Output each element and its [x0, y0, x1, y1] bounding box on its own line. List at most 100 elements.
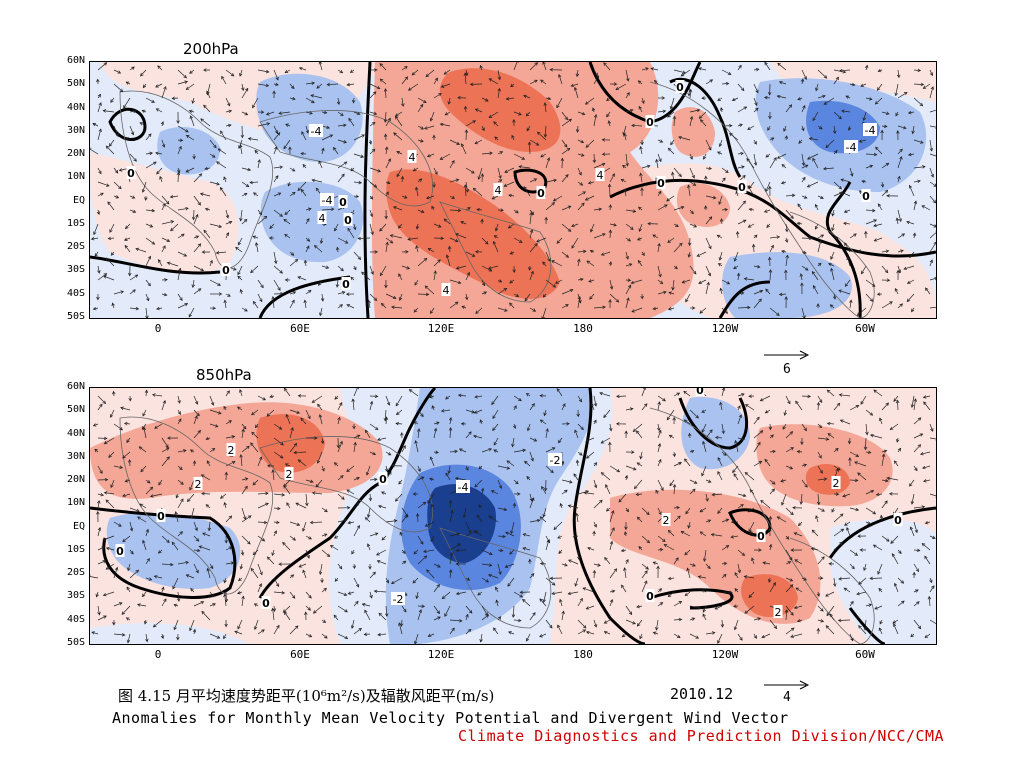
- wind-vector-head: [931, 585, 935, 589]
- wind-vector: [97, 615, 107, 621]
- contour-label: 2: [195, 478, 202, 491]
- wind-vector: [734, 251, 739, 262]
- wind-vector: [524, 293, 531, 302]
- wind-vector: [621, 179, 627, 183]
- wind-vector-head: [437, 616, 441, 620]
- wind-vector: [769, 450, 776, 453]
- wind-vector: [449, 417, 452, 425]
- wind-vector-head: [782, 426, 786, 430]
- x-tick-label: 60W: [855, 322, 875, 335]
- wind-vector-head: [625, 256, 629, 260]
- wind-vector: [369, 111, 377, 115]
- wind-vector: [385, 237, 394, 244]
- wind-vector-head: [510, 83, 514, 88]
- wind-vector: [113, 465, 123, 469]
- wind-vector: [688, 251, 691, 258]
- wind-vector-head: [461, 305, 466, 309]
- wind-vector: [129, 549, 134, 555]
- wind-vector-head: [474, 141, 479, 145]
- wind-vector: [492, 409, 499, 419]
- wind-vector-head: [176, 171, 181, 176]
- x-tick-label: 120E: [427, 322, 455, 335]
- wind-vector-head: [473, 410, 478, 414]
- wind-vector-head: [580, 426, 584, 431]
- wind-vector: [106, 547, 115, 551]
- wind-vector-head: [415, 512, 420, 517]
- wind-vector: [433, 616, 441, 621]
- wind-vector-head: [234, 630, 238, 634]
- wind-vector-head: [377, 437, 381, 442]
- wind-vector: [289, 443, 297, 453]
- wind-vector-head: [151, 241, 156, 245]
- wind-vector: [509, 549, 515, 555]
- y-tick-label: 20N: [66, 148, 85, 160]
- wind-vector: [129, 274, 138, 281]
- wind-vector: [817, 493, 820, 505]
- wind-vector-head: [122, 455, 126, 459]
- wind-vector: [241, 83, 244, 91]
- wind-vector: [924, 556, 931, 565]
- wind-vector-head: [427, 500, 431, 504]
- wind-vector: [497, 479, 502, 489]
- wind-vector-head: [794, 559, 799, 563]
- wind-vector-head: [361, 271, 365, 276]
- wind-vector-head: [284, 69, 289, 73]
- wind-vector-head: [223, 299, 227, 304]
- x-tick-label: 120W: [711, 322, 739, 335]
- wind-vector: [225, 461, 236, 467]
- wind-vector-head: [589, 296, 593, 300]
- wind-vector-head: [118, 185, 122, 190]
- wind-vector: [865, 97, 872, 100]
- wind-vector: [606, 507, 611, 512]
- wind-vector: [653, 307, 659, 310]
- wind-vector-head: [275, 82, 279, 87]
- wind-vector-head: [166, 261, 171, 266]
- contour-label: 0: [116, 545, 124, 558]
- wind-vector: [433, 605, 440, 614]
- wind-vector: [321, 125, 330, 129]
- wind-vector-head: [604, 556, 608, 561]
- wind-vector-head: [730, 535, 735, 539]
- wind-vector: [737, 563, 741, 573]
- wind-vector-head: [127, 272, 132, 277]
- wind-vector: [193, 409, 200, 416]
- wind-vector-head: [663, 290, 667, 295]
- wind-vector-head: [585, 438, 590, 442]
- wind-vector: [305, 633, 312, 638]
- wind-vector: [747, 125, 755, 130]
- wind-vector-head: [147, 255, 152, 260]
- wind-vector: [657, 459, 662, 467]
- wind-vector-head: [916, 548, 921, 553]
- wind-vector-head: [317, 403, 321, 408]
- wind-vector-head: [751, 243, 756, 248]
- wind-vector-head: [556, 104, 560, 109]
- wind-vector-head: [611, 589, 616, 594]
- wind-vector-head: [693, 480, 698, 484]
- wind-vector-head: [917, 625, 922, 630]
- wind-vector-head: [669, 482, 673, 487]
- wind-vector-head: [369, 400, 374, 405]
- wind-vector: [458, 394, 467, 397]
- wind-vector-head: [587, 181, 592, 185]
- wind-vector: [108, 237, 115, 240]
- wind-vector-head: [291, 299, 295, 304]
- wind-vector-head: [822, 94, 826, 99]
- wind-vector: [497, 507, 507, 511]
- wind-vector-head: [294, 625, 299, 629]
- wind-vector: [545, 428, 548, 439]
- wind-vector: [529, 307, 536, 312]
- wind-vector: [737, 504, 744, 509]
- wind-vector-head: [784, 296, 788, 300]
- wind-vector-head: [790, 511, 794, 516]
- wind-vector: [815, 204, 819, 211]
- wind-vector: [321, 633, 328, 639]
- wind-vector: [224, 594, 227, 607]
- wind-vector: [689, 116, 693, 127]
- wind-vector: [593, 114, 597, 127]
- wind-vector-head: [384, 215, 388, 220]
- wind-vector-head: [499, 548, 504, 553]
- wind-vector-head: [592, 569, 597, 574]
- wind-vector-head: [284, 463, 289, 467]
- wind-vector: [481, 549, 493, 555]
- wind-vector: [737, 414, 742, 425]
